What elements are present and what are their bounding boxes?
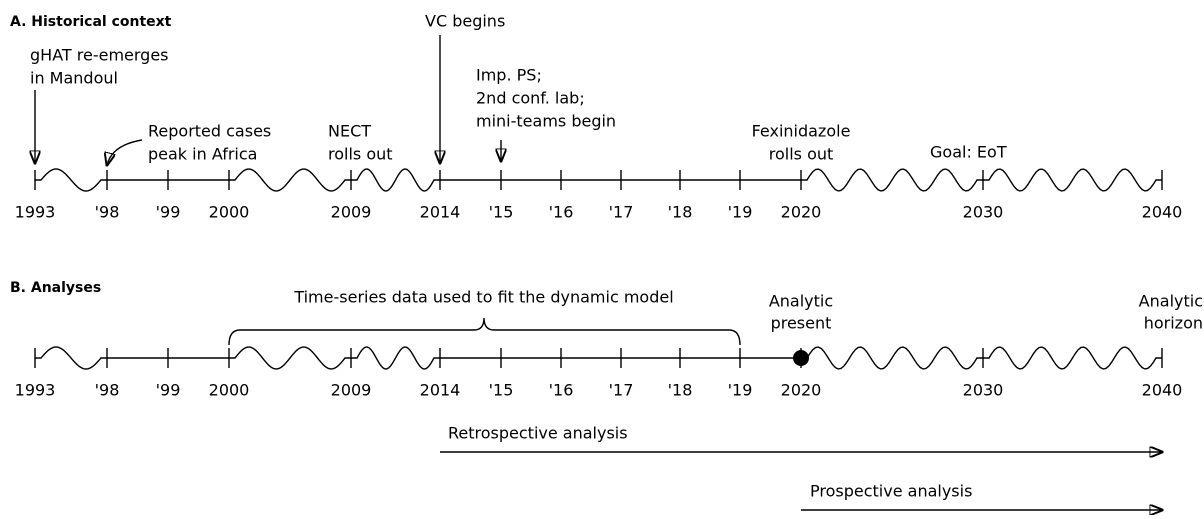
tick-label: '18 [668, 203, 693, 222]
event-arrow [107, 139, 143, 165]
horizon-label: Analytic [1139, 292, 1203, 311]
tick-label: 2014 [420, 381, 461, 400]
tick-label: 2000 [209, 381, 250, 400]
event-label: Imp. PS; [476, 66, 542, 85]
tick-label: '19 [728, 381, 753, 400]
event-label: in Mandoul [30, 69, 118, 88]
tick-label: 2020 [781, 203, 822, 222]
tick-label: 1993 [15, 381, 56, 400]
tick-label: 2014 [420, 203, 461, 222]
brace [228, 317, 741, 346]
tick-label: 2009 [331, 381, 372, 400]
brace-label: Time-series data used to fit the dynamic… [293, 288, 673, 307]
event-label: Reported cases [148, 122, 271, 141]
tick-label: 2040 [1142, 203, 1183, 222]
panel-title: B. Analyses [10, 280, 101, 296]
event-label: mini-teams begin [476, 112, 616, 131]
horizon-label: horizon [1144, 314, 1203, 333]
tick-label: '15 [489, 381, 514, 400]
tick-label: '99 [156, 381, 181, 400]
tick-label: '17 [609, 381, 634, 400]
tick-label: 2009 [331, 203, 372, 222]
tick-label: 2000 [209, 203, 250, 222]
tick-label: 2020 [781, 381, 822, 400]
tick-label: '98 [95, 381, 120, 400]
present-dot [793, 350, 809, 366]
tick-label: '99 [156, 203, 181, 222]
timeline-axis [35, 346, 1162, 370]
panel-title: A. Historical context [10, 14, 172, 30]
event-label: Goal: EoT [930, 143, 1007, 162]
tick-label: '16 [549, 381, 574, 400]
timeline-axis [35, 168, 1162, 192]
event-label: 2nd conf. lab; [476, 89, 585, 108]
analysis-label: Prospective analysis [810, 482, 972, 501]
event-label: Fexinidazole [752, 122, 851, 141]
event-label: rolls out [769, 145, 834, 164]
tick-label: '16 [549, 203, 574, 222]
tick-label: 2030 [963, 381, 1004, 400]
analysis-label: Retrospective analysis [448, 424, 628, 443]
event-label: VC begins [425, 12, 505, 31]
tick-label: 2030 [963, 203, 1004, 222]
tick-label: '19 [728, 203, 753, 222]
present-label: Analytic [769, 292, 833, 311]
tick-label: 1993 [15, 203, 56, 222]
event-label: gHAT re-emerges [30, 46, 169, 65]
tick-label: '17 [609, 203, 634, 222]
present-label: present [771, 314, 832, 333]
event-label: peak in Africa [148, 145, 257, 164]
event-label: rolls out [328, 145, 393, 164]
tick-label: '98 [95, 203, 120, 222]
tick-label: 2040 [1142, 381, 1183, 400]
tick-label: '15 [489, 203, 514, 222]
tick-label: '18 [668, 381, 693, 400]
event-label: NECT [328, 122, 371, 141]
